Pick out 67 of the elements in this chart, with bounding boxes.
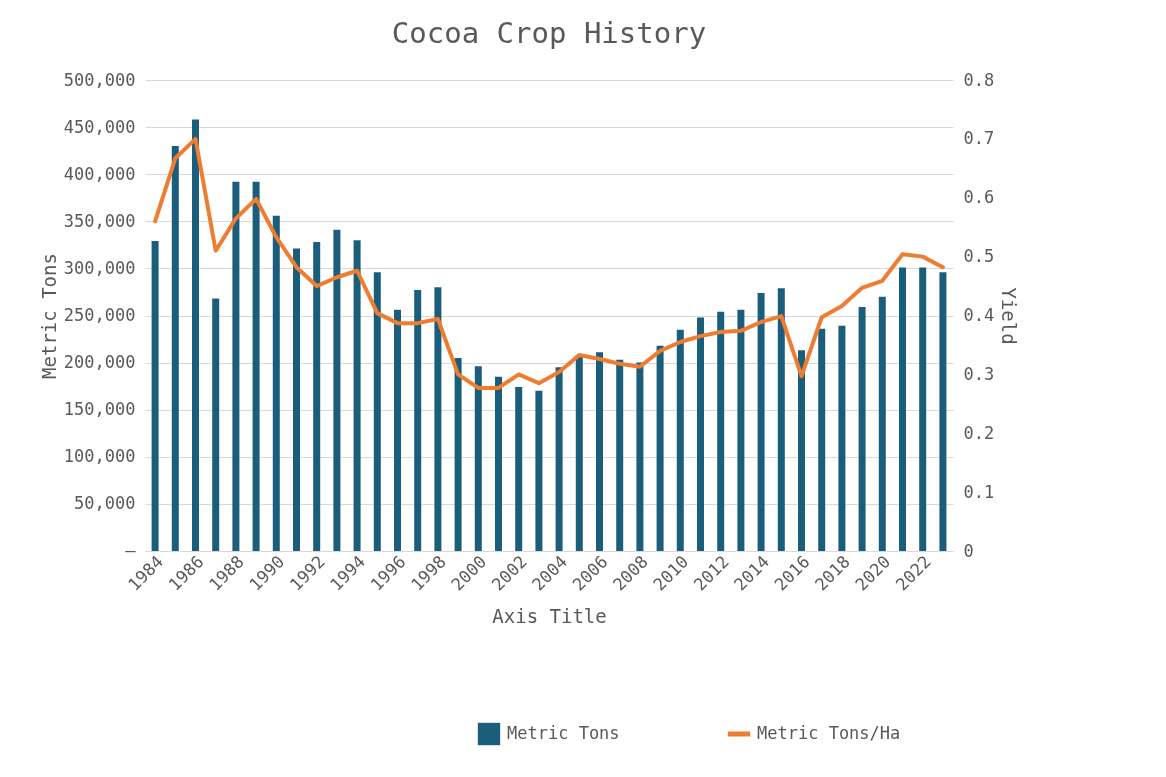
bar	[212, 298, 220, 551]
bar	[495, 376, 502, 551]
bar	[394, 309, 401, 551]
bar	[697, 317, 704, 551]
y-tick-label: 100,000	[63, 446, 136, 467]
bar	[252, 181, 260, 551]
y2-tick-label: 0.4	[963, 305, 995, 325]
y2-tick-label: 0.6	[963, 187, 995, 208]
bar	[333, 229, 341, 551]
bar	[676, 329, 684, 551]
bar	[838, 325, 846, 551]
bar	[414, 290, 422, 551]
y-tick-label: –	[125, 540, 137, 561]
y-tick-label: 350,000	[63, 210, 136, 231]
y-tick-label: 250,000	[63, 305, 136, 325]
y-tick-label: 50,000	[74, 493, 136, 514]
y-tick-label: 200,000	[63, 352, 136, 373]
y2-tick-label: 0.8	[963, 69, 995, 90]
bar	[293, 248, 300, 551]
y-tick-label: 150,000	[63, 399, 136, 420]
bar	[373, 272, 381, 551]
bar	[919, 267, 927, 551]
y2-tick-label: 0.1	[963, 481, 995, 502]
y2-tick-label: 0	[963, 540, 974, 561]
bar	[878, 296, 886, 551]
y2-axis-title: Yield	[998, 287, 1021, 345]
bar	[737, 309, 745, 551]
bar	[171, 145, 179, 551]
bar	[353, 240, 361, 551]
bar	[454, 357, 462, 551]
bar	[818, 328, 826, 551]
bar	[717, 311, 725, 551]
bar	[777, 288, 785, 551]
bar	[535, 390, 543, 551]
chart-title: Cocoa Crop History	[391, 16, 707, 50]
bar	[656, 345, 664, 551]
bar	[939, 272, 947, 551]
y2-tick-label: 0.5	[963, 246, 995, 267]
bar	[232, 181, 240, 551]
y2-tick-label: 0.2	[963, 422, 995, 443]
bar	[555, 367, 563, 551]
bar	[192, 119, 199, 551]
y-axis-title: Metric Tons	[37, 253, 60, 379]
bar	[899, 267, 906, 551]
bar	[474, 366, 482, 551]
bar	[575, 355, 583, 551]
y-tick-label: 450,000	[63, 116, 136, 137]
bar	[151, 241, 159, 551]
bar	[313, 242, 321, 551]
bar	[858, 307, 866, 551]
bar	[616, 359, 624, 551]
y2-tick-label: 0.3	[963, 363, 995, 384]
y-tick-label: 500,000	[63, 69, 136, 90]
legend-label: Metric Tons	[507, 723, 620, 743]
y-tick-label: 300,000	[63, 257, 136, 278]
bar	[272, 215, 280, 551]
legend-label: Metric Tons/Ha	[757, 723, 901, 743]
y2-tick-label: 0.7	[963, 128, 995, 149]
bar	[434, 287, 442, 551]
bar	[596, 352, 603, 551]
x-axis-title: Axis Title	[492, 604, 607, 627]
bar	[757, 292, 765, 551]
bar	[515, 387, 523, 551]
line-series	[153, 136, 945, 390]
bar	[798, 350, 805, 551]
bar	[636, 362, 644, 551]
y-tick-label: 400,000	[63, 163, 136, 184]
